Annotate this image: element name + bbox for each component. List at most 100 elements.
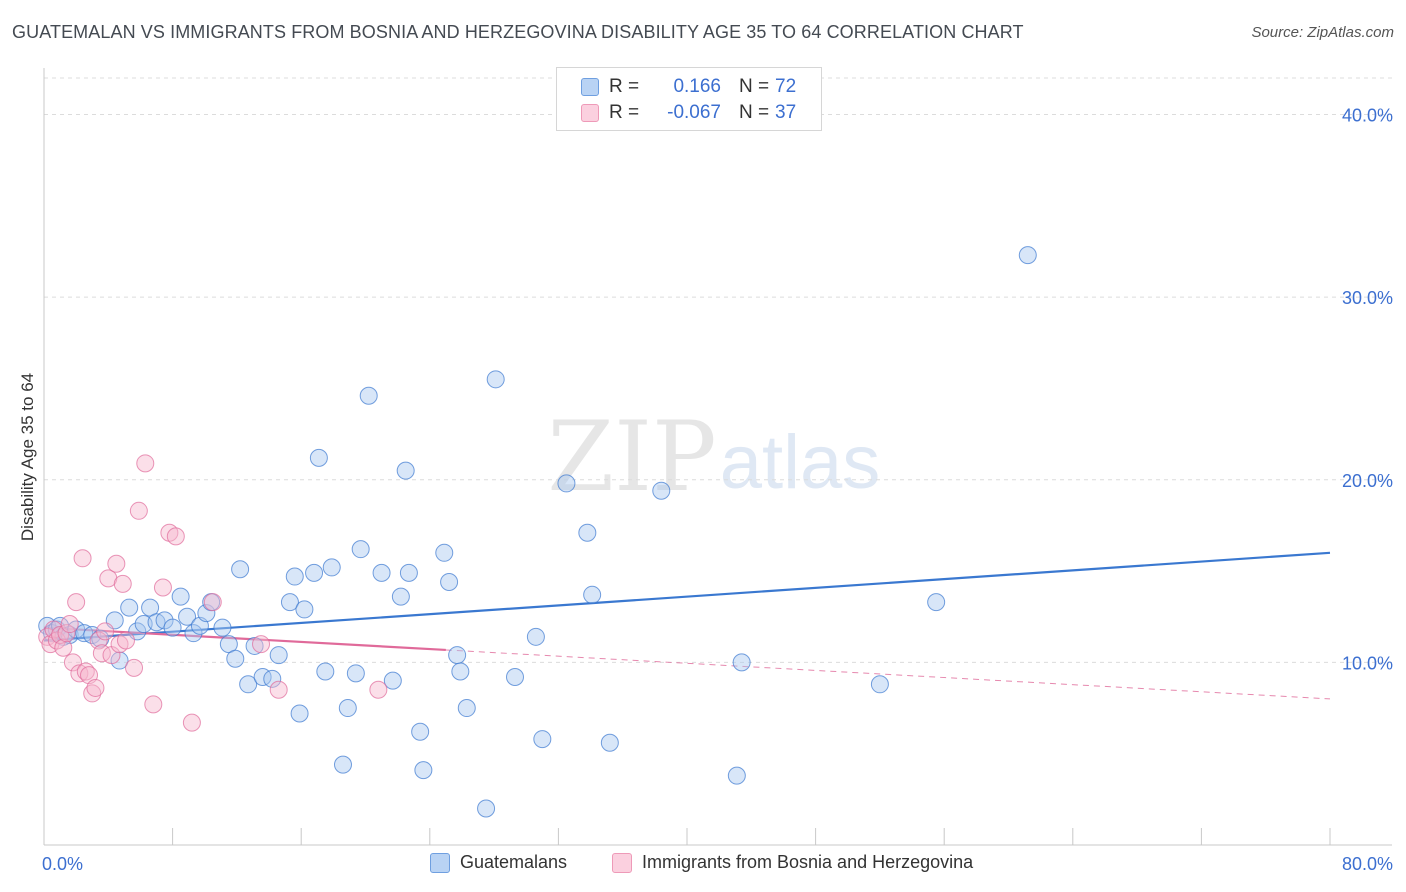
y-tick-label: 20.0% bbox=[1342, 471, 1393, 491]
guatemalan-point bbox=[280, 593, 299, 612]
x-tick-label: 80.0% bbox=[1342, 854, 1393, 874]
guatemalan-point bbox=[120, 598, 139, 617]
y-tick-label: 10.0% bbox=[1342, 653, 1393, 673]
tick-labels: 10.0% 20.0% 30.0% 40.0% 0.0% 80.0% bbox=[42, 106, 1393, 874]
guatemalan-point bbox=[295, 600, 314, 619]
guatemalan-point bbox=[338, 699, 357, 718]
data-points bbox=[38, 246, 1037, 818]
r-label: R = bbox=[609, 76, 640, 97]
guatemalan-point bbox=[396, 461, 415, 480]
bosnia-point bbox=[83, 684, 102, 703]
legend-item-bosnia[interactable]: Immigrants from Bosnia and Herzegovina bbox=[612, 852, 973, 873]
guatemalan-point bbox=[263, 669, 282, 688]
bosnia-point bbox=[182, 713, 201, 732]
guatemalan-point bbox=[578, 523, 597, 542]
r-value: 0.166 bbox=[673, 76, 721, 97]
bosnia-point bbox=[252, 635, 271, 654]
bosnia-point bbox=[107, 554, 126, 573]
bosnia-point bbox=[63, 653, 82, 672]
guatemalan-point bbox=[486, 370, 505, 389]
guatemalan-point bbox=[457, 699, 476, 718]
guatemalan-point bbox=[226, 649, 245, 668]
guatemalan-point bbox=[448, 646, 467, 665]
bosnia-point bbox=[86, 678, 105, 697]
guatemalan-point bbox=[505, 667, 524, 686]
guatemalan-point bbox=[533, 730, 552, 749]
watermark: ZIP atlas bbox=[547, 401, 880, 513]
guatemalan-point bbox=[451, 662, 470, 681]
guatemalan-point bbox=[732, 653, 751, 672]
bosnia-point bbox=[203, 593, 222, 612]
guatemalan-point bbox=[383, 671, 402, 690]
guatemalan-point bbox=[213, 618, 232, 637]
r-label: R = bbox=[609, 102, 640, 123]
r-value: -0.067 bbox=[667, 102, 721, 123]
guatemalan-point bbox=[285, 567, 304, 586]
guatemalan-point bbox=[197, 604, 216, 623]
guatemalan-point bbox=[359, 386, 378, 405]
guatemalan-point bbox=[870, 675, 889, 694]
source-credit: Source: ZipAtlas.com bbox=[1251, 24, 1394, 41]
guatemalan-point bbox=[305, 563, 324, 582]
watermark-zip: ZIP bbox=[547, 401, 716, 513]
guatemalan-point bbox=[557, 474, 576, 493]
bosnia-point bbox=[129, 501, 148, 520]
n-label: N = bbox=[739, 102, 770, 123]
stats-legend: R = 0.166 N = 72 R = -0.067 N = 37 bbox=[556, 67, 822, 131]
guatemalan-point bbox=[184, 624, 203, 643]
bosnia-trend-line bbox=[43, 626, 446, 652]
guatemalan-point bbox=[477, 799, 496, 818]
trend-lines bbox=[43, 551, 1331, 700]
guatemalan-point bbox=[163, 618, 182, 637]
watermark-atlas: atlas bbox=[720, 420, 881, 505]
n-value: 37 bbox=[775, 102, 797, 123]
stats-row-guatemalans: R = 0.166 N = 72 bbox=[581, 75, 796, 99]
guatemalan-point bbox=[414, 761, 433, 780]
guatemalan-point bbox=[178, 607, 197, 626]
chart-title: GUATEMALAN VS IMMIGRANTS FROM BOSNIA AND… bbox=[12, 22, 1024, 42]
bosnia-point bbox=[113, 574, 132, 593]
bosnia-point bbox=[125, 658, 144, 677]
y-tick-label: 40.0% bbox=[1342, 106, 1393, 126]
guatemalan-point bbox=[600, 733, 619, 752]
guatemalan-point bbox=[245, 636, 264, 655]
bosnia-point bbox=[47, 631, 66, 650]
blue-swatch-icon bbox=[430, 852, 450, 873]
legend-label: Immigrants from Bosnia and Herzegovina bbox=[642, 852, 974, 872]
guatemalan-point bbox=[290, 704, 309, 723]
pink-swatch-icon bbox=[581, 104, 599, 122]
guatemalan-point bbox=[1018, 246, 1037, 265]
guatemalan-point bbox=[231, 560, 250, 579]
n-value: 72 bbox=[775, 76, 797, 97]
guatemalan-point bbox=[391, 587, 410, 606]
bosnia-point bbox=[96, 622, 115, 641]
legend-item-guatemalans[interactable]: Guatemalans bbox=[430, 852, 567, 873]
guatemalan-point bbox=[411, 722, 430, 741]
blue-swatch-icon bbox=[581, 78, 599, 96]
bosnia-point bbox=[369, 680, 388, 699]
guatemalan-point bbox=[322, 558, 341, 577]
guatemalan-point bbox=[435, 543, 454, 562]
bosnia-point bbox=[269, 680, 288, 699]
bosnia-point bbox=[73, 549, 92, 568]
guatemalan-point bbox=[583, 585, 602, 604]
guatemalan-point bbox=[927, 593, 946, 612]
n-label: N = bbox=[739, 76, 770, 97]
series-legend: Guatemalans Immigrants from Bosnia and H… bbox=[0, 852, 1406, 878]
bosnia-point bbox=[76, 662, 95, 681]
axes bbox=[43, 68, 1392, 846]
guatemalan-point bbox=[440, 573, 459, 592]
bosnia-point bbox=[136, 454, 155, 473]
stats-row-bosnia: R = -0.067 N = 37 bbox=[581, 101, 796, 125]
guatemalan-point bbox=[526, 627, 545, 646]
bosnia-point bbox=[67, 593, 86, 612]
guatemalan-point bbox=[239, 675, 258, 694]
guatemalan-point bbox=[333, 755, 352, 774]
guatemalan-trend-line bbox=[43, 551, 1331, 642]
guatemalan-point bbox=[399, 563, 418, 582]
x-tick-label: 0.0% bbox=[42, 854, 83, 874]
bosnia-point bbox=[166, 527, 185, 546]
guatemalan-point bbox=[727, 766, 746, 785]
guatemalan-point bbox=[316, 662, 335, 681]
bosnia-point bbox=[54, 638, 73, 657]
